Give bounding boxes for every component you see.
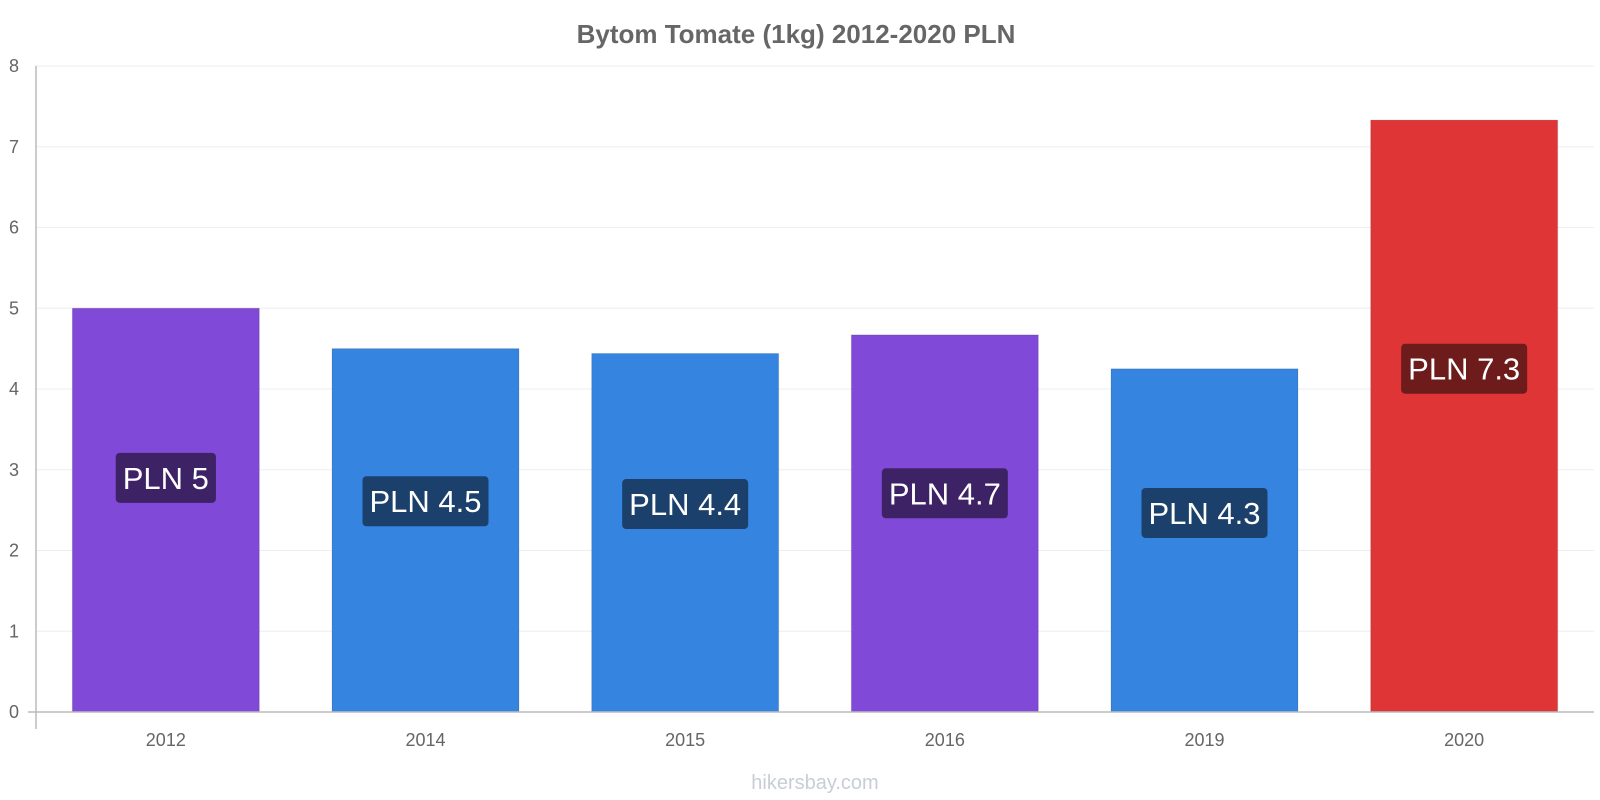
value-label-text: PLN 4.7	[889, 476, 1001, 511]
bar-2014	[331, 348, 520, 713]
x-tick-label: 2016	[925, 730, 965, 750]
value-label-text: PLN 4.4	[629, 487, 741, 522]
y-tick-label: 1	[9, 621, 19, 641]
y-tick-label: 7	[9, 137, 19, 157]
y-tick-label: 4	[9, 379, 19, 399]
value-label-2016: PLN 4.7	[881, 468, 1008, 519]
value-label-2015: PLN 4.4	[622, 479, 749, 530]
y-tick-label: 5	[9, 298, 19, 318]
bar-2015	[591, 352, 780, 713]
value-label-2019: PLN 4.3	[1141, 487, 1268, 538]
x-tick-label: 2014	[405, 730, 445, 750]
value-label-2020: PLN 7.3	[1401, 343, 1528, 394]
y-tick-label: 2	[9, 541, 19, 561]
value-label-text: PLN 5	[123, 461, 209, 496]
value-label-text: PLN 4.5	[369, 484, 481, 519]
bar-2016	[850, 334, 1039, 713]
value-label-background	[1401, 343, 1528, 394]
chart-title: Bytom Tomate (1kg) 2012-2020 PLN	[577, 19, 1016, 49]
y-tick-label: 0	[9, 702, 19, 722]
x-axis: 2012 2014 2015 2016 2019 2020	[28, 711, 1594, 750]
bar-2019	[1110, 368, 1299, 713]
y-axis: 0 1 2 3 4 5 6 7 8	[9, 56, 37, 729]
value-label-background	[881, 468, 1008, 519]
value-label-background	[115, 452, 216, 503]
bar-2020	[1370, 119, 1559, 713]
y-tick-label: 3	[9, 460, 19, 480]
value-label-background	[1141, 487, 1268, 538]
x-tick-label: 2020	[1444, 730, 1484, 750]
y-tick-label: 6	[9, 218, 19, 238]
value-labels: PLN 5 PLN 4.5 PLN 4.4 PLN 4.7 PLN 4.3 PLN 7.3	[115, 343, 1528, 538]
gridlines	[36, 65, 1594, 632]
credit-text: hikersbay.com	[751, 772, 878, 794]
value-label-text: PLN 4.3	[1148, 496, 1260, 531]
value-label-2012: PLN 5	[115, 452, 216, 503]
x-tick-label: 2012	[146, 730, 186, 750]
value-label-2014: PLN 4.5	[362, 476, 489, 527]
value-label-background	[622, 479, 749, 530]
x-tick-label: 2015	[665, 730, 705, 750]
x-tick-label: 2019	[1184, 730, 1224, 750]
y-tick-label: 8	[9, 56, 19, 76]
value-label-background	[362, 476, 489, 527]
bar-2012	[71, 307, 260, 713]
value-label-text: PLN 7.3	[1408, 352, 1520, 387]
bars	[71, 119, 1559, 713]
